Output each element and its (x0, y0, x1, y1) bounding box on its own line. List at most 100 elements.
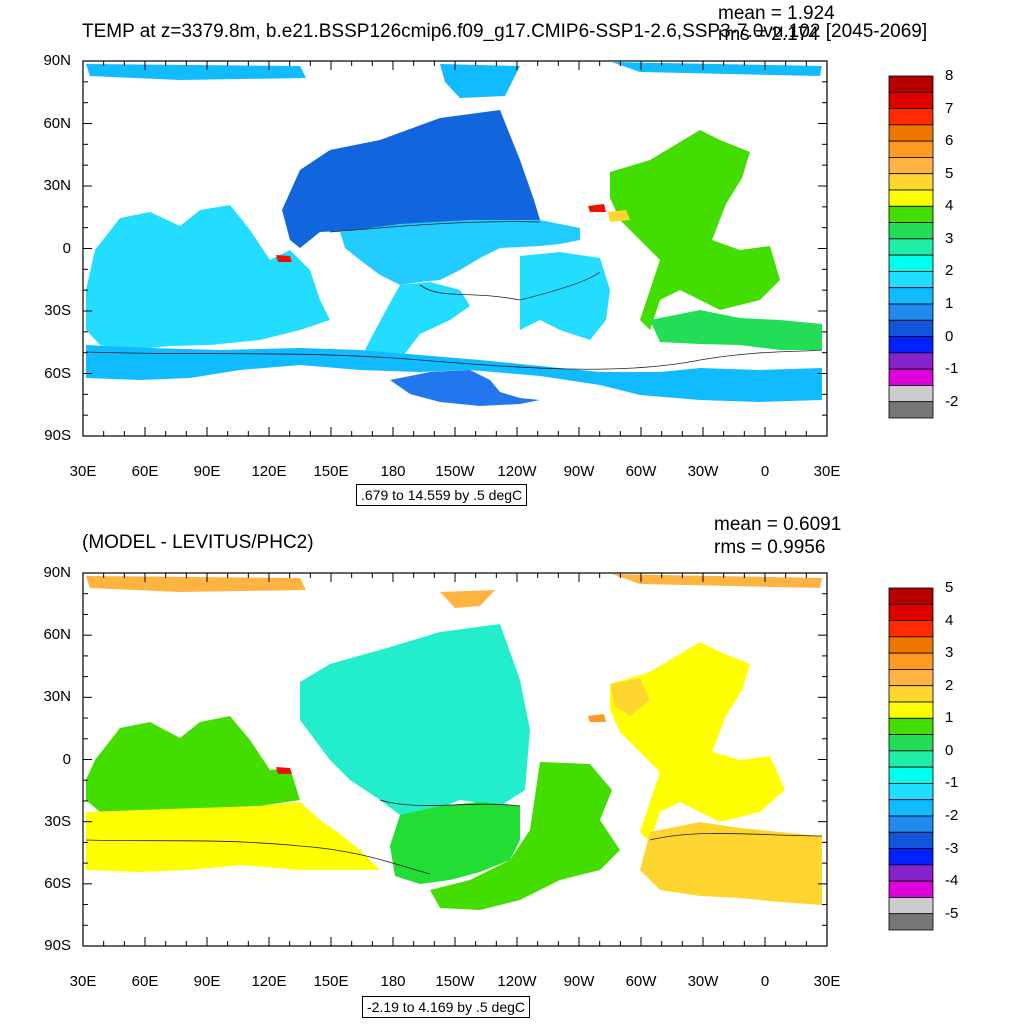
panel2-north-pacific-region (300, 624, 530, 815)
lat-tick-label: 60S (44, 364, 71, 382)
colorbar-swatch (888, 205, 934, 223)
lat-tick-label: 30S (44, 302, 71, 319)
panel2-ticks (82, 572, 828, 947)
lon-tick-label: 150W (435, 973, 475, 990)
colorbar-swatch (888, 701, 934, 719)
colorbar-label: 8 (945, 67, 954, 84)
panel1-southern-deep-region (390, 370, 540, 406)
lat-tick-label: 0 (62, 239, 71, 257)
colorbar-swatch (888, 799, 934, 817)
colorbar-label: 0 (945, 741, 954, 759)
colorbar-swatch (888, 157, 934, 175)
panel2-rms: rms = 0.9956 (714, 537, 826, 558)
colorbar-swatch (888, 238, 934, 256)
lat-tick-label: 30N (43, 688, 71, 706)
colorbar-swatch (888, 222, 934, 240)
colorbar-label: 5 (945, 164, 954, 182)
colorbar-label: -4 (945, 872, 959, 890)
lon-tick-label: 60W (625, 463, 657, 480)
colorbar-swatch (888, 603, 934, 621)
panel2-contour-line (379, 799, 521, 807)
lon-tick-label: 90E (193, 463, 221, 480)
panel1-warm-spot (608, 210, 630, 222)
lon-tick-label: 60E (131, 463, 159, 480)
panel2-southern-deep-region (430, 762, 620, 910)
lon-tick-label: 30E (69, 973, 97, 990)
panel1-colorbar (888, 75, 934, 419)
colorbar-swatch (888, 766, 934, 784)
lon-tick-label: 60W (625, 973, 657, 990)
colorbar-swatch (888, 140, 934, 158)
panel2-mean: mean = 0.6091 (714, 514, 842, 535)
colorbar-swatch (888, 587, 934, 605)
colorbar-label: 3 (945, 229, 954, 247)
colorbar-swatch (888, 352, 934, 370)
panel1-atlantic-region (610, 130, 780, 330)
panel1-north-pacific-region (282, 110, 540, 248)
colorbar-swatch (888, 864, 934, 882)
colorbar-swatch (888, 303, 934, 321)
colorbar-label: -3 (945, 839, 959, 857)
panel1-contour-line (85, 349, 823, 370)
colorbar-swatch (888, 173, 934, 191)
colorbar-swatch (888, 319, 934, 337)
colorbar-swatch (888, 368, 934, 386)
colorbar-label: -1 (945, 774, 959, 792)
colorbar-label: 7 (945, 99, 954, 117)
lat-tick-label: 90S (44, 937, 71, 954)
panel2-south-pacific-region (390, 802, 520, 884)
lon-tick-label: 0 (760, 973, 770, 990)
lon-tick-label: 30W (687, 463, 719, 480)
lon-tick-label: 120E (251, 973, 287, 990)
colorbar-swatch (888, 124, 934, 142)
panel1-ticks (82, 60, 828, 437)
colorbar-label: 3 (945, 644, 954, 662)
panel2-hot-spot (276, 767, 292, 774)
panel1-mean: mean = 1.924 (718, 3, 835, 24)
lat-tick-label: 60S (44, 874, 71, 892)
panel1-south-pacific-region (360, 252, 610, 370)
panel1-southern-band-region (86, 345, 822, 402)
panel1-tropical-pacific-region (340, 220, 580, 285)
colorbar-swatch (888, 880, 934, 898)
lon-tick-label: 90W (563, 463, 595, 480)
colorbar-label: 2 (945, 676, 954, 694)
panel2-contour-line (85, 839, 431, 875)
colorbar-swatch (888, 254, 934, 272)
colorbar-label: 2 (945, 262, 954, 280)
panel1-map (82, 60, 828, 437)
panel1-contour-line (419, 271, 601, 301)
lon-tick-label: 150W (435, 463, 475, 480)
panel2-colorbar (888, 587, 934, 931)
colorbar-swatch (888, 717, 934, 735)
lon-tick-label: 120W (497, 463, 537, 480)
colorbar-swatch (888, 669, 934, 687)
colorbar-swatch (888, 287, 934, 305)
lat-tick-label: 30N (43, 177, 71, 194)
panel2-warm-spot (588, 714, 606, 722)
colorbar-swatch (888, 848, 934, 866)
lon-tick-label: 120W (497, 973, 537, 990)
colorbar-label: -2 (945, 392, 959, 410)
colorbar-label: 1 (945, 709, 954, 727)
panel1-contour-info: .679 to 14.559 by .5 degC (356, 484, 528, 506)
lat-tick-label: 60N (43, 114, 71, 132)
colorbar-swatch (888, 750, 934, 768)
lat-tick-label: 90N (43, 52, 71, 69)
colorbar-swatch (888, 831, 934, 849)
colorbar-label: 4 (945, 611, 954, 629)
colorbar-swatch (888, 815, 934, 833)
lon-tick-label: 120E (251, 463, 287, 480)
panel2-atlantic-region (610, 642, 785, 842)
colorbar-swatch (888, 401, 934, 419)
colorbar-swatch (888, 336, 934, 354)
colorbar-swatch (888, 913, 934, 931)
lon-tick-label: 90E (193, 973, 221, 990)
panel1-arctic-region (86, 62, 822, 98)
colorbar-label: -1 (945, 360, 959, 378)
lon-tick-label: 0 (760, 463, 770, 480)
colorbar-swatch (888, 271, 934, 289)
colorbar-label: 6 (945, 132, 954, 150)
colorbar-swatch (888, 75, 934, 93)
